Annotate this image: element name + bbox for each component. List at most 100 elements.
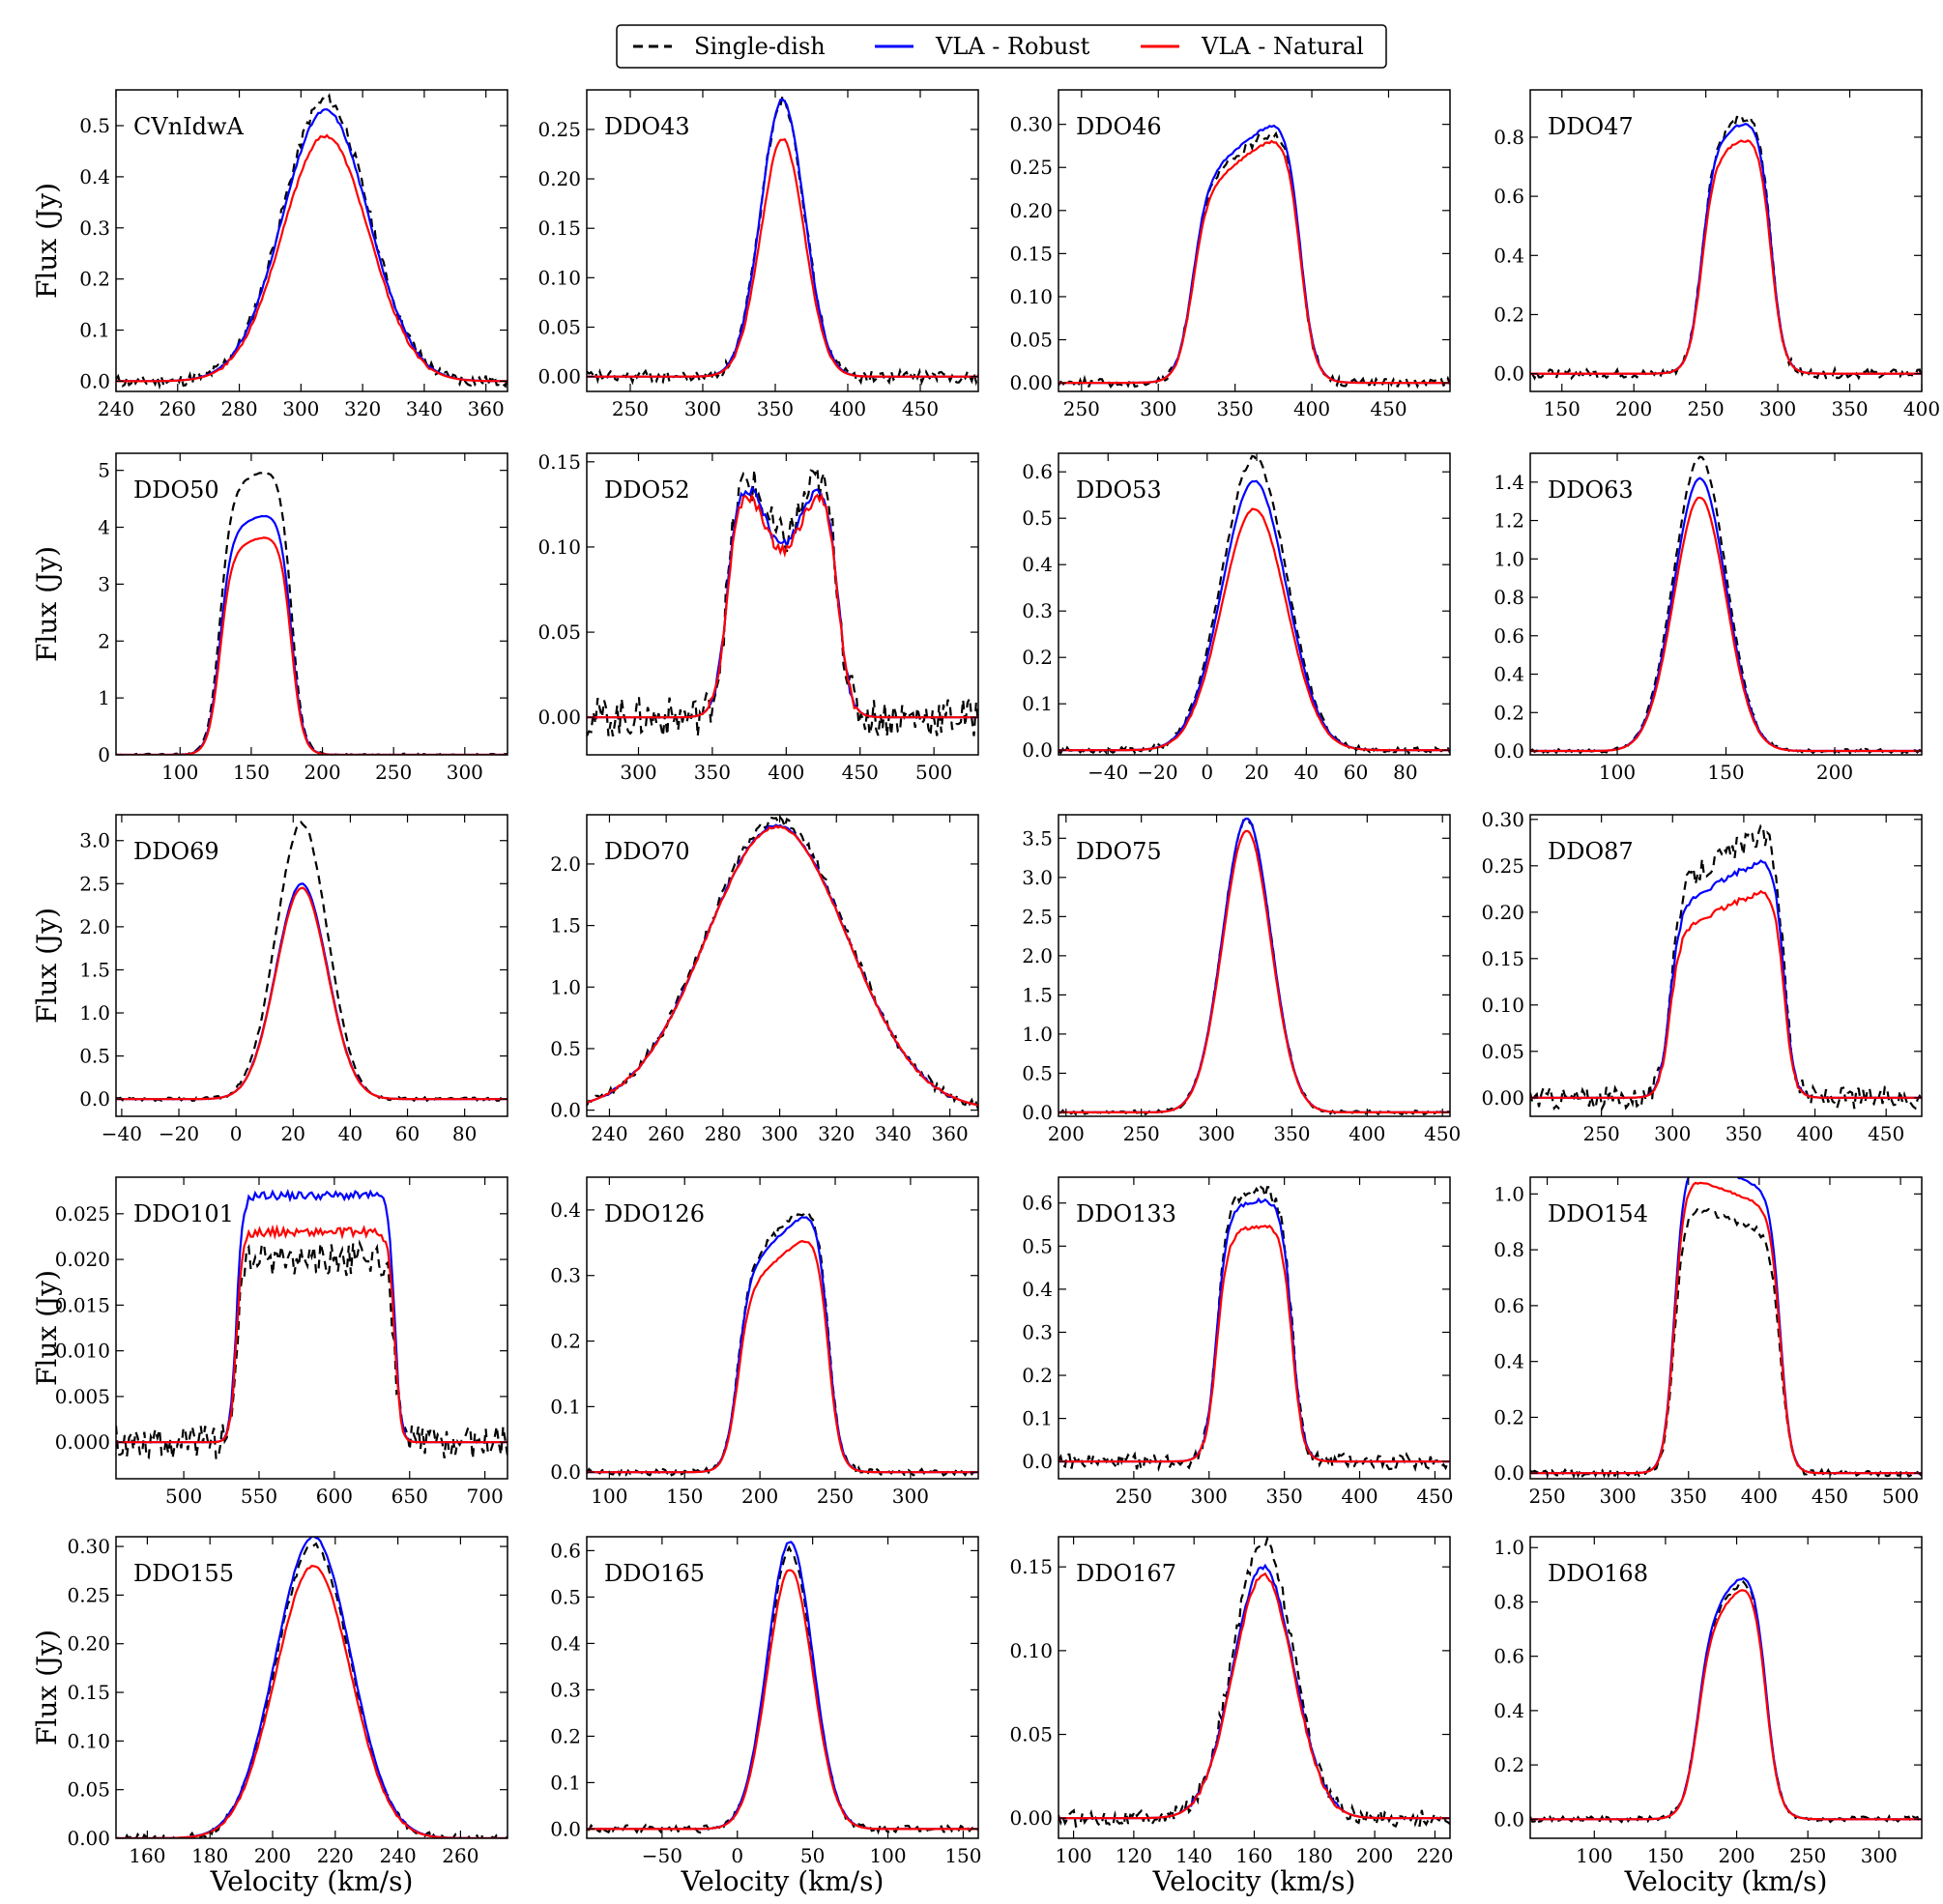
single-dish-line [587, 468, 978, 736]
axes-frame [115, 814, 508, 1117]
y-tick-label: 0.3 [79, 216, 110, 240]
y-tick-label: 0 [98, 743, 110, 766]
x-tick-label: 180 [1296, 1844, 1333, 1867]
single-dish-line [1058, 130, 1450, 391]
x-tick-label: 160 [1235, 1844, 1272, 1867]
y-tick-label: 0.3 [550, 1678, 581, 1701]
x-tick-label: 400 [1903, 397, 1940, 420]
single-dish-line [587, 1544, 978, 1835]
y-tick-label: 0.05 [537, 316, 581, 339]
y-tick-label: 0.4 [1022, 553, 1053, 576]
curves [1058, 1185, 1450, 1473]
y-tick-label: 0.015 [55, 1293, 110, 1316]
y-tick-label: 0.10 [1481, 994, 1524, 1017]
curves [1530, 823, 1922, 1112]
galaxy-name: DDO52 [604, 476, 690, 504]
x-tick-label: 250 [1116, 1485, 1152, 1508]
x-tick-label: 260 [160, 397, 196, 420]
x-tick-label: 600 [316, 1485, 353, 1508]
x-tick-label: 450 [1370, 397, 1406, 420]
x-tick-label: 100 [161, 761, 198, 784]
x-tick-label: 150 [1544, 397, 1580, 420]
vla-robust-line [1530, 122, 1922, 375]
x-tick-label: 300 [620, 761, 656, 784]
galaxy-name: DDO50 [133, 476, 219, 504]
y-tick-label: 0.10 [1009, 1639, 1053, 1662]
y-tick-label: 1.5 [550, 914, 581, 938]
y-tick-label: 0.0 [1494, 1807, 1524, 1831]
y-tick-label: 0.3 [1022, 599, 1053, 622]
panel-ddo53: −40 −20 0 20 40 60 80 0.0 0.1 0.2 0.3 0.4 0.5 0.6 DDO5… [1022, 452, 1451, 784]
x-tick-label: 300 [282, 397, 319, 420]
y-tick-label: 0.00 [1009, 371, 1053, 394]
x-tick-label: 350 [1217, 397, 1254, 420]
y-tick-label: 0.0 [550, 1099, 581, 1122]
x-tick-label: 300 [1140, 397, 1176, 420]
axes-frame [586, 814, 979, 1117]
y-tick-label: 0.4 [1494, 244, 1524, 267]
y-tick-label: 0.3 [1022, 1320, 1053, 1343]
curves [1530, 1576, 1922, 1825]
x-tick-label: 150 [1647, 1844, 1684, 1867]
x-tick-label: 200 [304, 761, 340, 784]
x-tick-label: 300 [1191, 1485, 1228, 1508]
vla-natural-line [116, 886, 508, 1101]
x-tick-label: 360 [468, 397, 505, 420]
vla-natural-line [1530, 889, 1922, 1099]
axes-frame [115, 452, 508, 756]
x-tick-label: 200 [1356, 1844, 1393, 1867]
vla-natural-line [1530, 1181, 1922, 1475]
y-tick-label: 0.1 [1022, 1407, 1053, 1430]
x-tick-label: 100 [1599, 761, 1636, 784]
x-tick-label: 160 [129, 1844, 165, 1867]
curves [1530, 455, 1922, 755]
x-axis-label: Velocity (km/s) [210, 1865, 414, 1897]
x-tick-label: 300 [892, 1485, 929, 1508]
vla-natural-line [116, 536, 508, 755]
x-tick-label: −50 [642, 1844, 682, 1867]
y-tick-label: 2.5 [79, 872, 110, 895]
axes-frame [1529, 1536, 1923, 1839]
x-tick-label: 350 [1670, 1485, 1707, 1508]
panel-ddo69: −40 −20 0 20 40 60 80 0.0 0.5 1.0 1.5 2.0 2.5 3.0 DDO6… [31, 814, 508, 1145]
y-tick-label: 0.6 [1494, 1294, 1524, 1317]
galaxy-name: DDO53 [1076, 476, 1162, 504]
x-tick-label: 250 [1583, 1122, 1620, 1145]
vla-natural-line [1058, 829, 1450, 1113]
y-axis-label: Flux (Jy) [31, 1630, 63, 1745]
y-tick-label: 5 [98, 459, 110, 482]
y-tick-label: 1.2 [1494, 509, 1524, 533]
y-tick-label: 0.4 [1022, 1278, 1053, 1301]
x-tick-label: 40 [338, 1122, 362, 1145]
y-tick-label: 0.20 [67, 1632, 110, 1656]
x-tick-label: 250 [375, 761, 412, 784]
x-tick-label: 450 [1868, 1122, 1904, 1145]
y-tick-label: 0.6 [1022, 1192, 1053, 1215]
axes-frame [1058, 1176, 1451, 1480]
y-tick-label: 1.0 [79, 1001, 110, 1024]
x-tick-label: 400 [1741, 1485, 1778, 1508]
y-tick-label: 0.2 [1494, 1753, 1524, 1776]
x-tick-label: 250 [1528, 1485, 1565, 1508]
y-tick-label: 0.05 [67, 1778, 110, 1802]
x-tick-label: 80 [1393, 761, 1417, 784]
x-tick-label: −40 [102, 1122, 142, 1145]
y-tick-label: 0.4 [1494, 1699, 1524, 1722]
galaxy-name: DDO63 [1548, 476, 1634, 504]
galaxy-name: DDO133 [1076, 1200, 1176, 1227]
x-tick-label: 350 [1273, 1122, 1310, 1145]
y-tick-label: 0.2 [550, 1330, 581, 1353]
x-tick-label: 200 [254, 1844, 291, 1867]
galaxy-name: DDO69 [133, 838, 219, 865]
y-tick-label: 0.0 [550, 1817, 581, 1840]
y-tick-label: 1 [98, 686, 110, 709]
y-tick-label: 0.30 [1481, 808, 1524, 831]
galaxy-name: DDO75 [1076, 838, 1162, 865]
y-tick-label: 0.00 [537, 365, 581, 389]
single-dish-line [116, 1542, 508, 1838]
single-dish-line [116, 471, 508, 755]
x-tick-label: 100 [869, 1844, 906, 1867]
y-tick-label: 0.2 [550, 1724, 581, 1747]
galaxy-name: DDO126 [604, 1200, 705, 1227]
